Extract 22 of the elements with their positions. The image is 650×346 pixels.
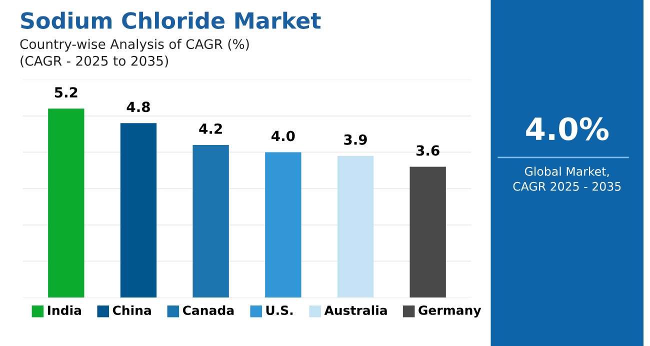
category-label: Germany [418, 305, 482, 318]
bar [48, 108, 84, 298]
bar [337, 156, 374, 298]
category-label: U.S. [266, 306, 293, 316]
text: 4.0% [526, 117, 609, 140]
bar [120, 123, 157, 298]
data-label: 4.8 [126, 102, 150, 112]
bar [265, 152, 302, 298]
chart-subtitle: Country-wise Analysis of CAGR (%) (CAGR - 2025 to 2035) [20, 38, 249, 68]
chart-title: Sodium Chloride Market [21, 12, 321, 29]
data-label: 4.2 [199, 123, 222, 134]
bar [410, 166, 446, 298]
data-label: 3.6 [416, 145, 440, 156]
category-label: India [48, 305, 82, 316]
data-label: 5.2 [54, 87, 78, 98]
category-label: China [112, 305, 151, 316]
category-label: Canada [182, 305, 234, 316]
text: Global Market, CAGR 2025 - 2035 [513, 166, 621, 191]
data-label: 3.9 [344, 134, 367, 145]
bar [192, 144, 229, 298]
category-label: Australia [324, 305, 387, 316]
data-label: 4.0 [271, 130, 295, 142]
